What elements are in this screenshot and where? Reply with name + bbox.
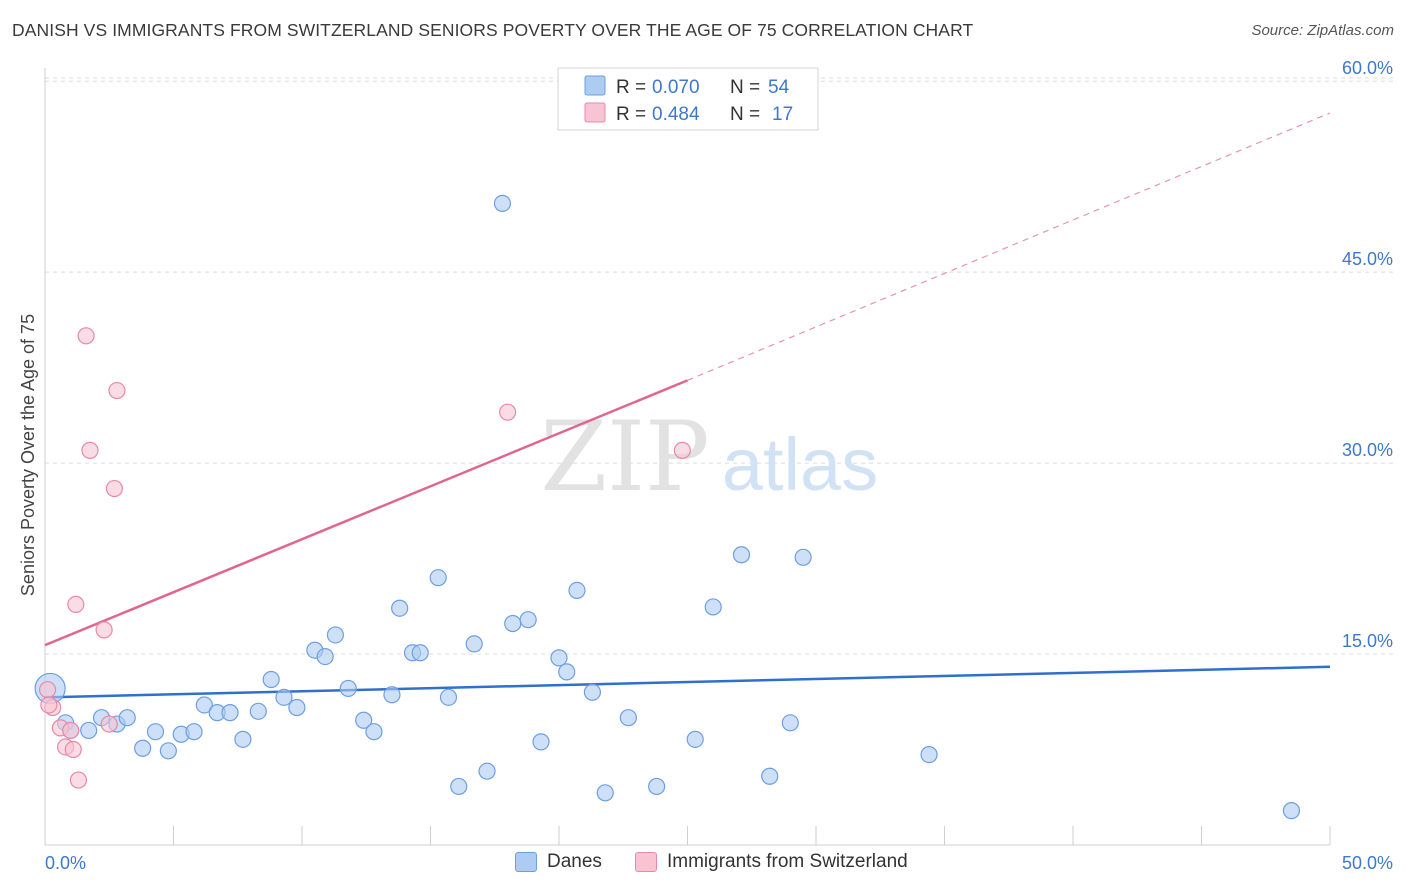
grid-lines xyxy=(45,77,1395,655)
source-label: Source: ZipAtlas.com xyxy=(1251,22,1394,39)
point-danes xyxy=(365,723,383,741)
point-danes xyxy=(391,599,409,617)
point-danes xyxy=(781,714,799,732)
point-danes xyxy=(249,702,267,720)
legend-n-value-danes: 54 xyxy=(768,77,790,98)
tick-labels: 15.0% 30.0% 45.0% 60.0% 0.0% 50.0% xyxy=(45,58,1393,873)
point-swiss xyxy=(38,681,57,699)
point-danes xyxy=(794,548,812,566)
point-danes xyxy=(326,626,345,644)
point-danes xyxy=(439,688,458,706)
watermark-atlas: atlas xyxy=(722,423,878,506)
point-danes xyxy=(185,723,203,741)
stats-legend: R = 0.070 N = 54 R = 0.484 N = 17 xyxy=(557,67,819,131)
legend-swatch-danes xyxy=(515,852,537,872)
legend-n-label: N = xyxy=(730,77,760,98)
point-danes xyxy=(493,194,512,213)
point-danes xyxy=(411,644,429,662)
y-tick-label: 30.0% xyxy=(1342,440,1393,460)
point-danes xyxy=(159,742,177,760)
point-danes xyxy=(234,730,252,748)
point-swiss xyxy=(81,441,99,459)
point-danes xyxy=(221,704,239,722)
trend-line-swiss xyxy=(44,379,688,647)
point-danes xyxy=(478,762,496,780)
legend-n-label: N = xyxy=(730,104,760,125)
point-danes xyxy=(920,746,938,764)
legend-n-value-swiss: 17 xyxy=(772,104,793,125)
point-swiss xyxy=(69,771,88,789)
bottom-legend: Danes Immigrants from Switzerland xyxy=(0,851,1406,879)
point-swiss xyxy=(62,721,80,740)
legend-item-danes: Danes xyxy=(515,851,602,873)
point-danes xyxy=(732,546,751,564)
legend-swatch-danes xyxy=(584,75,606,96)
point-danes xyxy=(519,611,537,629)
point-danes xyxy=(316,647,334,666)
y-tick-label: 60.0% xyxy=(1342,58,1393,78)
point-danes xyxy=(532,733,550,751)
legend-swatch-swiss xyxy=(635,852,657,872)
point-swiss xyxy=(77,327,95,345)
point-swiss xyxy=(499,403,517,421)
legend-label-swiss: Immigrants from Switzerland xyxy=(667,851,908,872)
point-danes xyxy=(619,709,637,727)
point-swiss xyxy=(95,621,113,639)
point-danes xyxy=(1282,802,1301,820)
y-axis-label: Seniors Poverty Over the Age of 75 xyxy=(18,314,38,596)
point-danes xyxy=(596,784,614,802)
legend-r-value-swiss: 0.484 xyxy=(652,104,700,125)
trend-line-danes xyxy=(44,665,1331,699)
trend-lines xyxy=(44,112,1331,699)
point-danes xyxy=(568,581,586,600)
point-danes xyxy=(195,696,213,714)
point-danes xyxy=(550,649,568,667)
point-danes xyxy=(429,569,447,587)
point-danes xyxy=(504,614,522,633)
point-swiss xyxy=(105,479,123,498)
legend-r-value-danes: 0.070 xyxy=(652,77,700,98)
point-danes xyxy=(383,686,401,704)
point-danes xyxy=(339,679,357,698)
point-danes xyxy=(761,767,779,785)
legend-r-label: R = xyxy=(616,104,646,125)
point-danes xyxy=(465,635,483,653)
y-tick-label: 15.0% xyxy=(1342,631,1393,651)
point-danes xyxy=(80,721,98,740)
point-swiss xyxy=(108,381,126,400)
data-points xyxy=(34,194,1301,820)
point-danes xyxy=(288,698,306,717)
point-swiss xyxy=(100,715,118,733)
legend-label-danes: Danes xyxy=(547,851,602,872)
point-danes xyxy=(275,688,293,706)
trend-line-swiss-extension xyxy=(687,112,1331,381)
point-danes xyxy=(704,598,722,616)
legend-r-label: R = xyxy=(616,77,646,98)
point-danes xyxy=(558,663,576,681)
point-swiss xyxy=(40,696,58,714)
point-danes xyxy=(648,777,666,796)
point-swiss xyxy=(64,740,82,759)
point-danes xyxy=(262,670,280,689)
legend-swatch-swiss xyxy=(584,102,606,123)
point-danes xyxy=(450,777,468,796)
axes xyxy=(44,68,1331,846)
point-swiss xyxy=(673,441,691,459)
point-danes xyxy=(134,739,152,757)
chart-title: DANISH VS IMMIGRANTS FROM SWITZERLAND SE… xyxy=(12,20,974,40)
point-danes xyxy=(355,711,373,729)
y-tick-label: 45.0% xyxy=(1342,249,1393,269)
x-tick-label-min: 0.0% xyxy=(45,853,86,873)
point-danes xyxy=(118,709,136,727)
point-swiss xyxy=(67,595,85,614)
point-danes xyxy=(686,730,704,748)
point-danes xyxy=(583,683,602,701)
watermark: ZIP atlas xyxy=(540,401,878,513)
point-danes xyxy=(146,723,165,741)
x-tick-label-max: 50.0% xyxy=(1342,853,1393,873)
legend-item-swiss: Immigrants from Switzerland xyxy=(635,851,908,873)
